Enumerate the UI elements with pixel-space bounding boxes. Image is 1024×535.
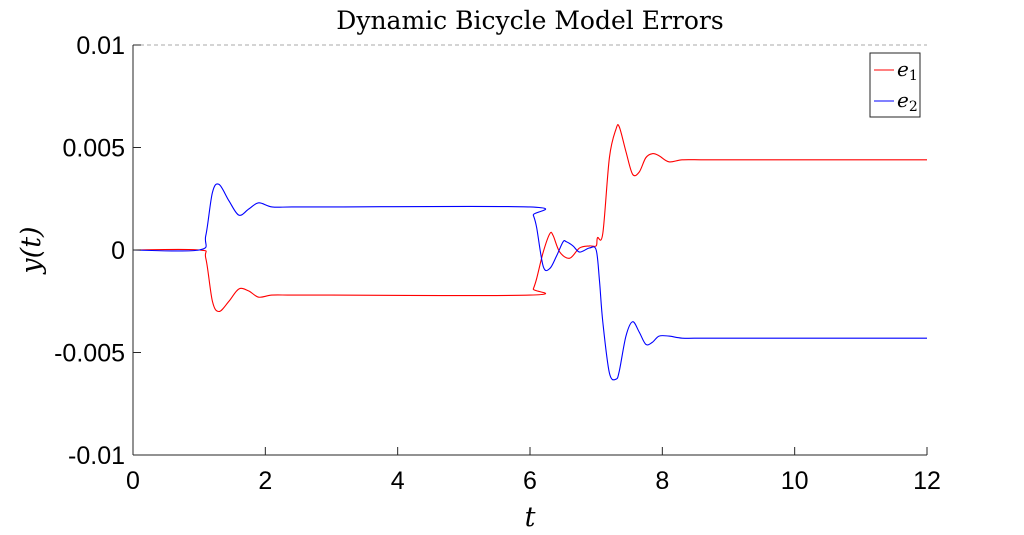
y-axis-label: y(t) — [16, 226, 47, 274]
y-tick-label: 0.01 — [76, 32, 125, 60]
chart-title: Dynamic Bicycle Model Errors — [336, 6, 723, 35]
y-tick-label: -0.005 — [54, 340, 125, 368]
x-tick-label: 2 — [258, 467, 272, 495]
x-tick-label: 4 — [391, 467, 405, 495]
y-tick-label: 0 — [111, 237, 125, 265]
x-tick-label: 0 — [126, 467, 140, 495]
x-tick-label: 12 — [913, 467, 941, 495]
x-tick-label: 10 — [781, 467, 809, 495]
plot-area — [133, 45, 927, 455]
series-line-e1 — [132, 124, 927, 313]
y-tick-label: 0.005 — [62, 135, 125, 163]
x-tick-label: 8 — [655, 467, 669, 495]
series-line-e2 — [132, 183, 927, 381]
y-tick-label: -0.01 — [68, 442, 125, 470]
x-axis-label: t — [525, 502, 536, 533]
legend-box — [869, 52, 921, 118]
x-tick-label: 6 — [523, 467, 537, 495]
